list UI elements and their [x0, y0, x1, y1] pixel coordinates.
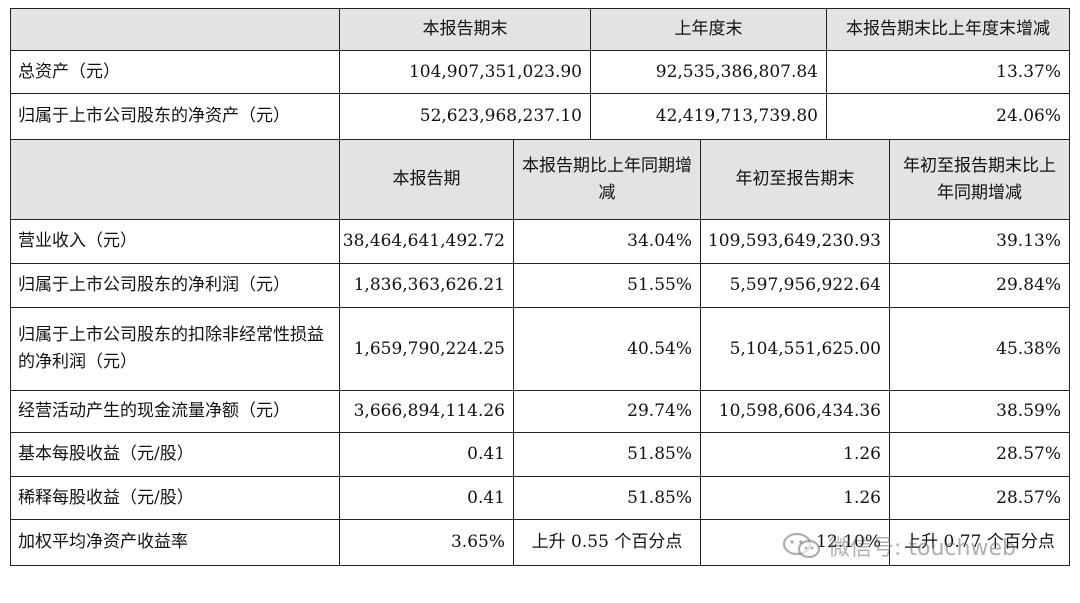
cell-value: 51.55% [514, 264, 701, 308]
row-label-revenue: 营业收入（元） [10, 220, 340, 264]
row-label-net-profit: 归属于上市公司股东的净利润（元） [10, 264, 340, 308]
second-header-blank [10, 140, 340, 220]
cell-value: 45.38% [890, 308, 1070, 391]
cell-value: 5,597,956,922.64 [701, 264, 890, 308]
cell-value: 1,659,790,224.25 [340, 308, 514, 391]
cell-value: 109,593,649,230.93 [701, 220, 890, 264]
top-header-blank [10, 8, 340, 51]
cell-value: 51.85% [514, 433, 701, 477]
cell-value: 40.54% [514, 308, 701, 391]
row-label-adjusted-net-profit: 归属于上市公司股东的扣除非经常性损益的净利润（元） [10, 308, 340, 391]
second-header-col4: 年初至报告期末比上年同期增减 [890, 140, 1070, 220]
row-label-diluted-eps: 稀释每股收益（元/股） [10, 477, 340, 520]
financial-table: 本报告期末 上年度末 本报告期末比上年度末增减 总资产（元） 104,907,3… [10, 8, 1070, 566]
cell-value: 24.06% [827, 94, 1070, 140]
cell-value: 38,464,641,492.72 [340, 220, 514, 264]
cell-value: 39.13% [890, 220, 1070, 264]
cell-value: 1,836,363,626.21 [340, 264, 514, 308]
cell-value: 51.85% [514, 477, 701, 520]
cell-value: 38.59% [890, 391, 1070, 433]
cell-value: 92,535,386,807.84 [591, 51, 827, 94]
cell-value: 上升 0.77 个百分点 [890, 520, 1070, 566]
cell-value: 28.57% [890, 433, 1070, 477]
cell-value: 0.41 [340, 433, 514, 477]
cell-value: 34.04% [514, 220, 701, 264]
watermark-text: 微信号: touchweb [828, 536, 1016, 561]
cell-value: 1.26 [701, 433, 890, 477]
cell-value: 5,104,551,625.00 [701, 308, 890, 391]
cell-value: 13.37% [827, 51, 1070, 94]
top-header-col3: 本报告期末比上年度末增减 [827, 8, 1070, 51]
cell-value: 0.41 [340, 477, 514, 520]
row-label-net-assets: 归属于上市公司股东的净资产（元） [10, 94, 340, 140]
cell-value: 10,598,606,434.36 [701, 391, 890, 433]
row-label-operating-cashflow: 经营活动产生的现金流量净额（元） [10, 391, 340, 433]
cell-value: 上升 0.55 个百分点 [514, 520, 701, 566]
cell-value: 29.74% [514, 391, 701, 433]
cell-value: 42,419,713,739.80 [591, 94, 827, 140]
cell-value: 29.84% [890, 264, 1070, 308]
top-header-col1: 本报告期末 [340, 8, 591, 51]
row-label-weighted-roe: 加权平均净资产收益率 [10, 520, 340, 566]
cell-value: 1.26 [701, 477, 890, 520]
second-header-col1: 本报告期 [340, 140, 514, 220]
watermark: 微信号: touchweb [782, 530, 1016, 562]
cell-value: 3,666,894,114.26 [340, 391, 514, 433]
cell-value: 104,907,351,023.90 [340, 51, 591, 94]
top-header-col2: 上年度末 [591, 8, 827, 51]
second-header-col2: 本报告期比上年同期增减 [514, 140, 701, 220]
row-label-basic-eps: 基本每股收益（元/股） [10, 433, 340, 477]
cell-value: 28.57% [890, 477, 1070, 520]
cell-value: 52,623,968,237.10 [340, 94, 591, 140]
row-label-total-assets: 总资产（元） [10, 51, 340, 94]
cell-value: 3.65% [340, 520, 514, 566]
second-header-col3: 年初至报告期末 [701, 140, 890, 220]
cell-value: 12.10% [701, 520, 890, 566]
wechat-icon [782, 531, 822, 561]
